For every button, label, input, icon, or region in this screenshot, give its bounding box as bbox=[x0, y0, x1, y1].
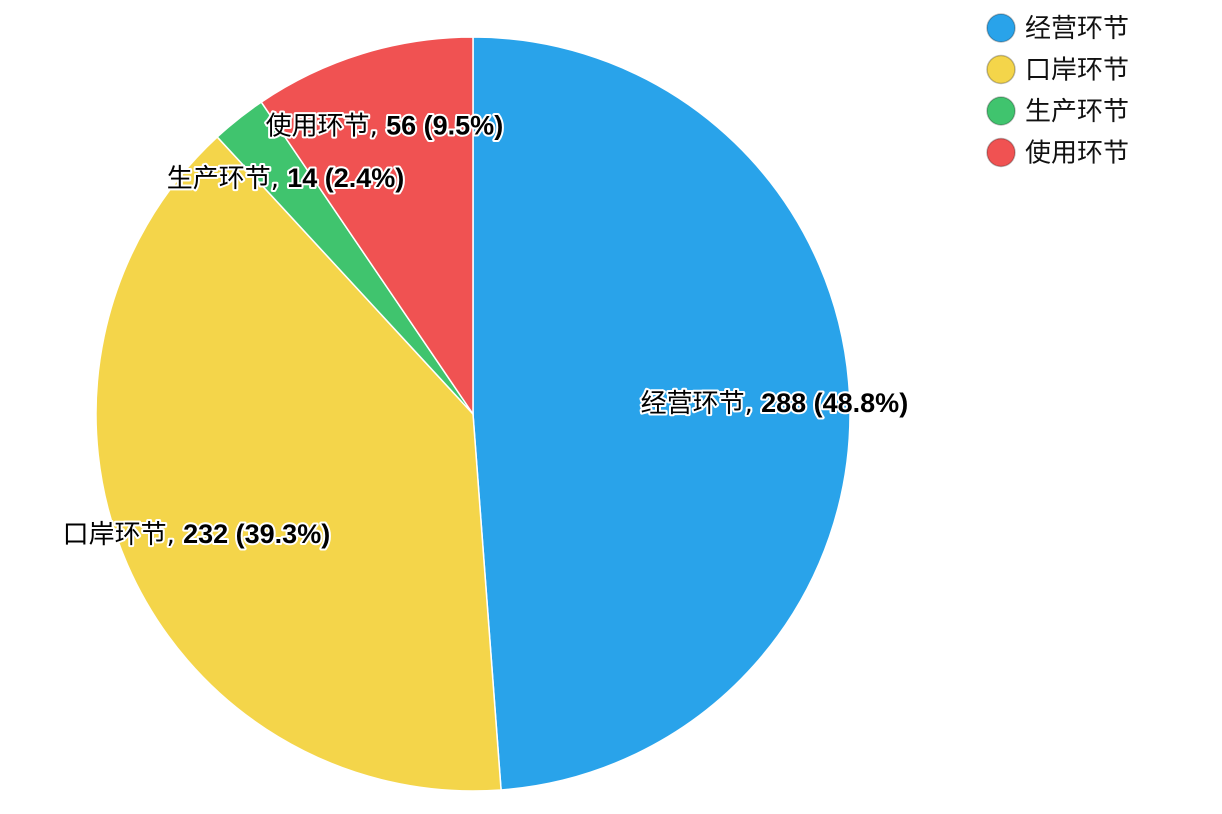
pie-slice[interactable] bbox=[260, 36, 474, 417]
legend-item[interactable]: 生产环节 bbox=[986, 96, 1129, 127]
slice-label-name: 使用环节, bbox=[266, 112, 387, 142]
legend-marker bbox=[986, 13, 1016, 43]
legend-label: 生产环节 bbox=[1025, 97, 1129, 127]
pie-slice[interactable] bbox=[95, 135, 502, 792]
slice-label: 使用环节, 56 (9.5%) bbox=[266, 111, 504, 142]
legend-item[interactable]: 经营环节 bbox=[986, 13, 1129, 44]
slice-label-value: 14 (2.4%) bbox=[287, 163, 404, 193]
slice-label-name: 生产环节, bbox=[167, 164, 288, 194]
legend-label: 口岸环节 bbox=[1025, 56, 1129, 86]
slice-label: 生产环节, 14 (2.4%) bbox=[167, 163, 405, 194]
legend-marker bbox=[986, 137, 1016, 168]
slice-label: 经营环节, 288 (48.8%) bbox=[641, 388, 909, 419]
slice-label-value: 288 (48.8%) bbox=[761, 388, 908, 418]
slice-label: 口岸环节, 232 (39.3%) bbox=[63, 519, 331, 550]
legend-marker bbox=[986, 96, 1016, 126]
legend-marker bbox=[986, 54, 1016, 85]
slice-label-name: 口岸环节, bbox=[63, 520, 184, 550]
slice-label-value: 232 (39.3%) bbox=[183, 519, 330, 549]
slice-label-value: 56 (9.5%) bbox=[386, 111, 503, 141]
pie-slice[interactable] bbox=[472, 36, 851, 791]
slice-label-name: 经营环节, bbox=[641, 389, 762, 419]
legend-label: 使用环节 bbox=[1025, 139, 1129, 169]
legend-item[interactable]: 使用环节 bbox=[986, 137, 1129, 169]
legend-item[interactable]: 口岸环节 bbox=[986, 54, 1129, 86]
legend-label: 经营环节 bbox=[1025, 14, 1129, 44]
